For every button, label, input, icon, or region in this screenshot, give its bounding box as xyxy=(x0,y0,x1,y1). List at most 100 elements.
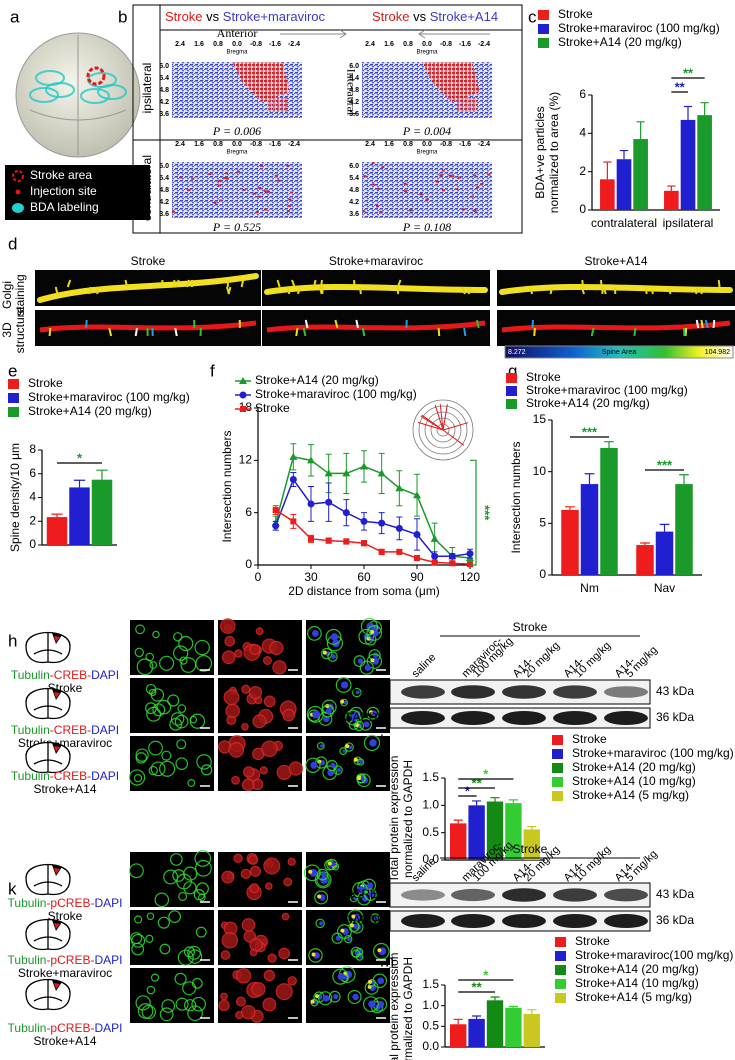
heatmap-speck xyxy=(208,173,212,176)
bar xyxy=(523,1013,540,1047)
nucleus xyxy=(347,937,352,941)
heatmap-speck xyxy=(286,210,290,213)
cell xyxy=(135,748,149,762)
direction-label: Interaural xyxy=(344,69,358,116)
nucleus xyxy=(364,664,371,671)
golgi-spine xyxy=(602,286,607,295)
x-tick-label: 60 xyxy=(357,570,371,584)
tick-label: 3.6 xyxy=(349,111,359,118)
cell xyxy=(356,774,366,784)
cell xyxy=(362,996,379,1013)
golgi-spine xyxy=(240,279,245,288)
cell xyxy=(282,708,296,722)
merge-spot xyxy=(377,948,382,953)
y-axis-label: normalized to GAPDH xyxy=(401,957,415,1060)
heatmap-speck xyxy=(253,192,257,195)
cell xyxy=(241,684,251,694)
heatmap-speck xyxy=(218,180,222,183)
nucleus xyxy=(312,710,321,719)
tick-label: -0.8 xyxy=(440,141,452,148)
stain-dapi: DAPI xyxy=(91,769,119,783)
y-tick-label: 1.0 xyxy=(422,798,439,812)
legend-text: Stroke area xyxy=(30,168,92,182)
merge-spot xyxy=(357,776,362,781)
group-a: Stroke xyxy=(165,9,203,24)
row-label: Golgi xyxy=(0,281,14,309)
cell xyxy=(322,765,338,781)
marker xyxy=(466,550,474,558)
bar xyxy=(450,823,467,860)
blot-band xyxy=(451,914,495,928)
nucleus xyxy=(319,921,324,926)
y-tick-label: 1.5 xyxy=(422,770,439,784)
legend-swatch xyxy=(552,735,563,745)
blot-band xyxy=(502,685,546,699)
golgi-spine xyxy=(286,286,291,295)
bar xyxy=(675,484,693,575)
cell xyxy=(145,934,154,943)
marker xyxy=(378,548,385,555)
x-tick-label: 90 xyxy=(410,570,424,584)
sholl-branch xyxy=(418,421,444,431)
marker xyxy=(289,476,297,484)
micrograph xyxy=(306,678,390,733)
column-label: Stroke+A14 xyxy=(584,254,647,268)
cell xyxy=(351,687,362,698)
heatmap-speck xyxy=(462,208,466,211)
tick-label: -2.4 xyxy=(288,141,300,148)
marker xyxy=(325,537,332,544)
brain-icon xyxy=(25,632,71,664)
stain-tubulin: Tubulin xyxy=(11,723,50,737)
stain-tubulin: Tubulin xyxy=(8,953,47,967)
heatmap-speck xyxy=(286,164,290,167)
heatmap-speck xyxy=(419,193,423,196)
blot-group: Stroke xyxy=(513,842,548,856)
bar xyxy=(505,1007,522,1047)
y-axis-label: Total protein expression xyxy=(387,756,401,883)
golgi-dendrite xyxy=(37,273,259,303)
cell xyxy=(235,996,246,1007)
x-tick-label: 30 xyxy=(304,570,318,584)
error-bar xyxy=(51,513,63,518)
golgi-spine xyxy=(528,286,534,295)
blot-band xyxy=(502,914,546,928)
panel-b-frame xyxy=(132,4,523,234)
golgi-spine xyxy=(54,286,59,295)
cell xyxy=(265,882,273,890)
cell xyxy=(196,754,212,770)
3d-spine xyxy=(590,327,595,337)
bar xyxy=(680,119,696,210)
stain-dapi: DAPI xyxy=(91,723,119,737)
cell xyxy=(328,990,341,1003)
x-tick-label: Nav xyxy=(654,581,675,595)
merge-spot xyxy=(370,630,375,635)
stain-label: Tubulin-pCREB-DAPI xyxy=(8,896,123,910)
cell xyxy=(135,624,145,635)
heatmap-speck xyxy=(409,209,413,212)
marker xyxy=(360,462,368,470)
heatmap-hotspot xyxy=(267,97,287,112)
cell xyxy=(177,704,187,713)
cell xyxy=(148,765,158,776)
heatmap-speck xyxy=(451,175,455,178)
heatmap-speck xyxy=(403,182,407,185)
stain-label: Tubulin-CREB-DAPI xyxy=(11,723,119,737)
heatmap-speck xyxy=(480,183,484,186)
error-bar xyxy=(667,185,676,191)
tick-label: 3.6 xyxy=(159,211,169,218)
tick-label: -2.4 xyxy=(288,41,300,48)
nucleus xyxy=(357,886,365,894)
tick-label: -1.6 xyxy=(459,41,471,48)
legend-swatch xyxy=(538,38,549,48)
stroke-region xyxy=(54,983,60,989)
marker xyxy=(324,469,333,477)
nucleus xyxy=(313,1000,318,1005)
heatmap-speck xyxy=(441,169,445,172)
cell xyxy=(261,740,278,757)
cell xyxy=(249,643,261,655)
tick-label: 5.4 xyxy=(349,175,359,182)
cell xyxy=(240,868,252,880)
blot-band xyxy=(401,914,445,928)
column-label: Stroke xyxy=(131,254,166,268)
nucleus xyxy=(355,690,360,695)
